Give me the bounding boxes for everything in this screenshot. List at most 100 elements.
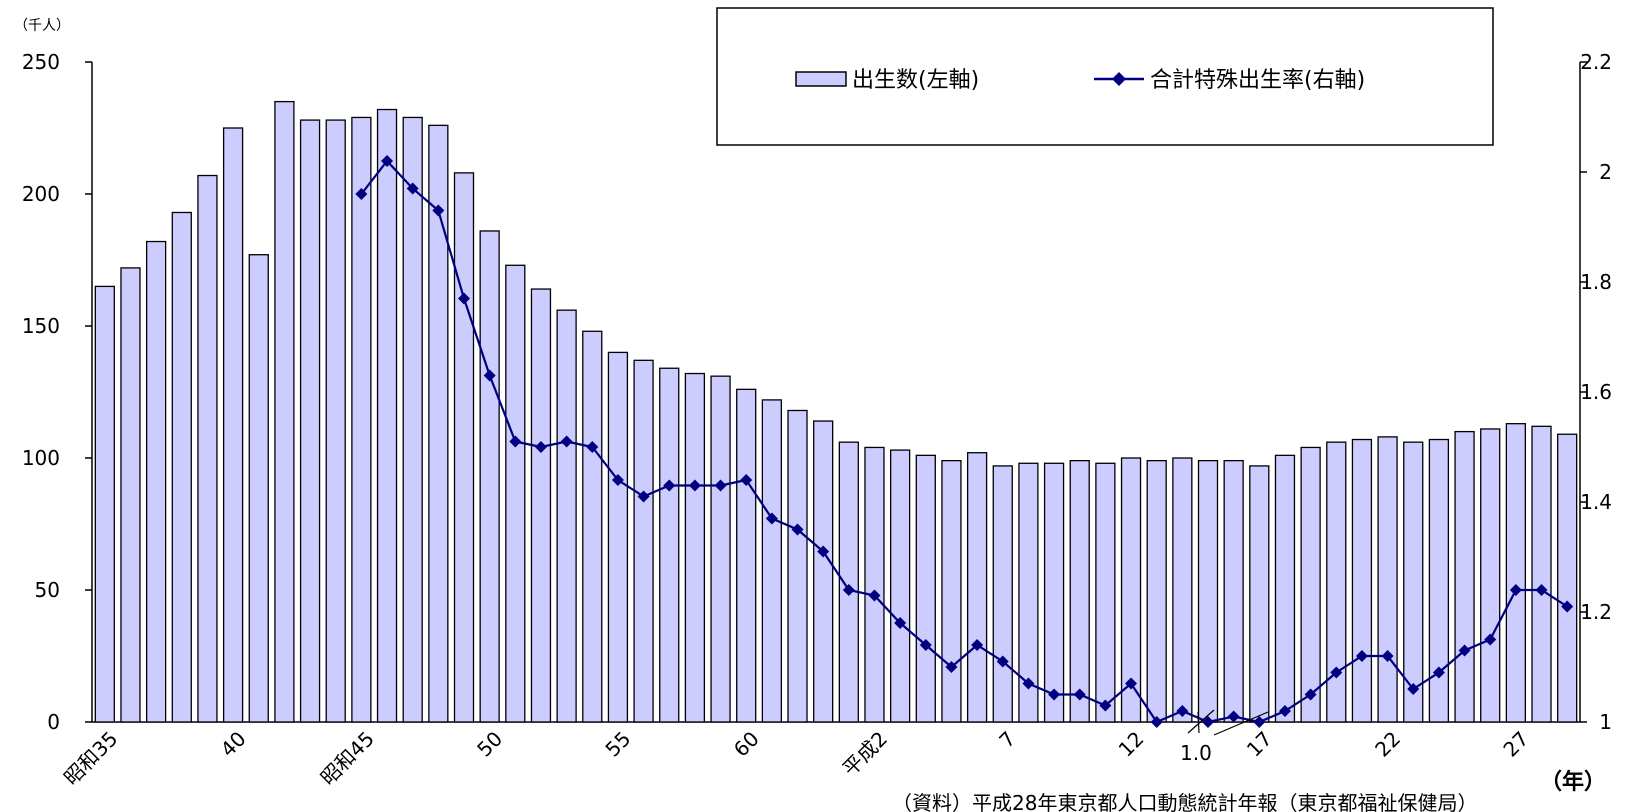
tfr-marker xyxy=(483,369,496,382)
tfr-marker xyxy=(714,479,727,492)
right-tick-label: 2 xyxy=(1599,160,1612,184)
bar xyxy=(1095,462,1116,723)
right-tick-label: 1.2 xyxy=(1580,600,1612,624)
legend-marker xyxy=(1112,72,1126,86)
tfr-marker xyxy=(1278,705,1291,717)
tfr-marker xyxy=(1535,584,1548,596)
tfr-marker xyxy=(1073,688,1086,701)
bar xyxy=(992,465,1013,723)
x-tick-label: 40 xyxy=(216,727,251,762)
bar xyxy=(376,108,398,723)
tfr-marker xyxy=(1125,677,1138,690)
bar xyxy=(248,254,269,723)
tfr-marker xyxy=(1432,666,1445,679)
tfr-marker xyxy=(1048,688,1061,701)
bar xyxy=(736,388,757,723)
tfr-marker xyxy=(1253,716,1266,728)
tfr-marker xyxy=(842,584,855,596)
bar xyxy=(813,420,834,723)
tfr-marker xyxy=(868,589,881,602)
tfr-marker xyxy=(1304,688,1317,701)
bar xyxy=(1480,428,1501,723)
tfr-marker xyxy=(1330,666,1343,679)
x-tick-label: 55 xyxy=(600,727,635,762)
tfr-marker xyxy=(996,655,1009,668)
bar xyxy=(582,330,603,723)
tfr-marker xyxy=(663,479,676,492)
tfr-marker xyxy=(1561,600,1574,613)
x-tick-label: 17 xyxy=(1242,727,1277,762)
bar xyxy=(761,399,783,723)
tfr-marker xyxy=(355,188,368,200)
bar xyxy=(659,367,680,723)
tfr-marker xyxy=(765,512,778,525)
left-tick-label: 200 xyxy=(22,182,60,206)
x-tick-label: 60 xyxy=(729,727,764,762)
annotation-1-0: 1.0 xyxy=(1180,709,1269,765)
bar xyxy=(1505,423,1527,723)
tfr-marker xyxy=(406,182,419,195)
tfr-marker xyxy=(945,661,958,673)
bar xyxy=(1249,465,1270,723)
tfr-marker xyxy=(458,292,470,305)
left-tick-label: 100 xyxy=(22,446,60,470)
bar xyxy=(1351,438,1373,723)
annotation-pointer xyxy=(1197,711,1200,734)
tfr-marker xyxy=(1509,584,1522,596)
bar xyxy=(1377,436,1398,723)
tfr-marker xyxy=(1176,705,1189,717)
bar xyxy=(1274,454,1296,723)
legend-label-births: 出生数(左軸) xyxy=(852,68,979,93)
tfr-marker xyxy=(1202,716,1214,728)
tfr-marker xyxy=(586,441,599,453)
x-tick-label: 昭和45 xyxy=(316,727,379,790)
bar xyxy=(171,211,192,723)
bar xyxy=(1531,425,1552,723)
legend-label-tfr: 合計特殊出生率(右軸) xyxy=(1150,68,1365,93)
x-tick-label: 7 xyxy=(994,727,1020,753)
legend-bar-swatch xyxy=(795,71,847,87)
bar xyxy=(607,351,629,723)
bar xyxy=(351,116,372,723)
bar xyxy=(1172,457,1193,723)
bar-series xyxy=(94,100,1578,723)
bar xyxy=(915,454,936,723)
right-tick-label: 2.2 xyxy=(1580,50,1612,74)
line-series xyxy=(355,155,1574,728)
bar xyxy=(453,172,475,723)
x-tick-label: 27 xyxy=(1498,727,1533,762)
tfr-marker xyxy=(740,474,753,486)
bar xyxy=(505,264,526,723)
bar xyxy=(710,375,731,723)
tfr-marker xyxy=(791,523,804,536)
tfr-marker xyxy=(1099,699,1112,712)
bar xyxy=(145,240,167,723)
bar xyxy=(1403,441,1424,723)
bar xyxy=(274,100,295,723)
bar xyxy=(1557,433,1578,723)
bar xyxy=(197,174,218,723)
bar xyxy=(1197,459,1219,723)
bar xyxy=(1069,459,1090,723)
bar xyxy=(402,116,423,723)
x-tick-label: 昭和35 xyxy=(59,727,122,790)
bar xyxy=(1300,446,1321,723)
bar xyxy=(864,446,885,723)
tfr-marker xyxy=(637,490,650,503)
bar xyxy=(1120,457,1142,723)
tfr-marker xyxy=(1484,633,1497,646)
left-tick-label: 250 xyxy=(22,50,60,74)
tfr-marker xyxy=(688,479,701,492)
tfr-marker xyxy=(1381,650,1394,662)
bar xyxy=(120,267,141,723)
bar xyxy=(94,285,115,723)
bar xyxy=(325,119,346,723)
tfr-marker xyxy=(1150,716,1163,728)
bar xyxy=(941,459,962,723)
tfr-marker xyxy=(817,545,830,558)
bar xyxy=(299,119,321,723)
tfr-marker xyxy=(919,639,932,651)
tfr-marker xyxy=(971,639,984,651)
tfr-marker xyxy=(1022,677,1035,690)
legend: 出生数(左軸) 合計特殊出生率(右軸) xyxy=(716,7,1494,146)
